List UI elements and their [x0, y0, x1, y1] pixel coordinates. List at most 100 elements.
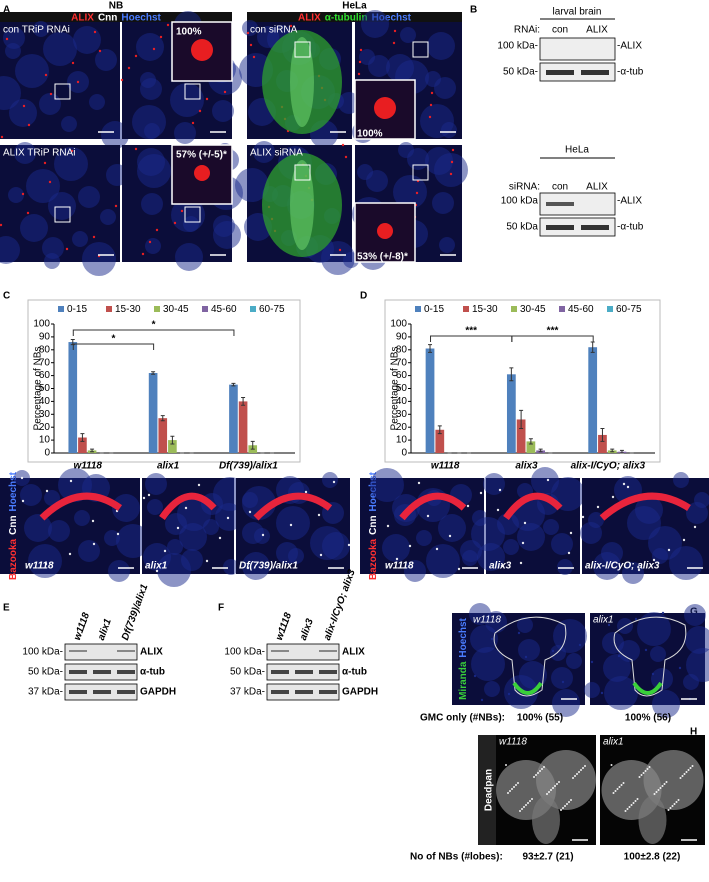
y-tick-label: 0 [401, 448, 407, 459]
blob [653, 793, 656, 795]
blob [72, 231, 88, 247]
blob [469, 603, 491, 625]
blob [479, 491, 483, 495]
bracket [511, 335, 594, 342]
protein: -ALIX [617, 41, 642, 52]
panel-letter: B [470, 5, 477, 16]
blob [683, 674, 699, 690]
band [546, 202, 574, 206]
blob [667, 809, 670, 811]
blob [490, 637, 494, 641]
blob [448, 534, 452, 538]
blob [137, 154, 171, 188]
band [295, 690, 313, 694]
blob [73, 26, 101, 54]
marker: 50 kDa- [503, 67, 538, 78]
blob [76, 80, 80, 84]
blob [622, 782, 625, 784]
blob [317, 513, 321, 517]
y-tick-label: 10 [396, 435, 408, 446]
protein: GAPDH [342, 687, 378, 698]
blob [604, 676, 638, 710]
error-bar [590, 341, 595, 353]
blob [576, 773, 578, 775]
blot [266, 643, 340, 661]
blob [71, 61, 75, 65]
blob [618, 786, 621, 788]
band [319, 670, 337, 674]
band [117, 690, 135, 694]
legend-label: 15-30 [472, 304, 498, 315]
blob [548, 791, 550, 793]
significance: * [152, 320, 156, 331]
blob [637, 568, 641, 572]
blob [655, 791, 658, 793]
blob [484, 681, 500, 697]
blob [91, 519, 95, 523]
blob [462, 550, 478, 566]
blob [665, 781, 668, 783]
blob [100, 209, 116, 225]
blob [518, 639, 540, 661]
y-tick-label: 80 [396, 344, 408, 355]
blob [69, 479, 73, 483]
blob [566, 653, 582, 669]
y-tick-label: 30 [39, 409, 51, 420]
result: 100% (56) [625, 713, 671, 724]
blob [578, 771, 580, 773]
stain-word: Cnn [8, 515, 19, 534]
lane-label: alix3 [298, 617, 316, 642]
marker: 50 kDa- [230, 667, 265, 678]
row-label: ALIX TRiP RNAi [3, 148, 75, 159]
blob [386, 524, 390, 528]
blob [626, 808, 629, 810]
treatment: RNAi: [514, 25, 540, 36]
blob [659, 787, 662, 789]
blob [338, 248, 342, 252]
blob [15, 54, 49, 88]
legend-label: 60-75 [616, 304, 642, 315]
blob [682, 538, 686, 542]
legend-label: 30-45 [520, 304, 546, 315]
band [271, 650, 289, 652]
blob [646, 768, 649, 770]
blob [567, 551, 571, 555]
blob [223, 559, 239, 575]
blob [361, 10, 389, 38]
blob [54, 147, 88, 181]
blob [45, 489, 49, 493]
significance: *** [547, 326, 559, 337]
lane-label: w1118 [274, 611, 294, 642]
bar [588, 347, 598, 453]
legend-swatch [154, 306, 160, 312]
inset [354, 79, 416, 140]
blob [218, 536, 222, 540]
blob [226, 516, 230, 520]
blob [620, 784, 623, 786]
blob [0, 135, 4, 139]
blob [142, 496, 146, 500]
y-tick-label: 0 [44, 448, 50, 459]
blob [417, 481, 421, 485]
band [319, 650, 337, 652]
blob [136, 33, 164, 61]
blob [652, 690, 680, 718]
blob [8, 187, 24, 203]
error-bar [151, 371, 156, 375]
row-label: con siRNA [250, 25, 298, 36]
blob [39, 93, 61, 115]
bar [68, 342, 78, 453]
stain-label: Bazooka Cnn Hoechst [8, 471, 19, 580]
blob [175, 243, 203, 271]
lane-label: alix1 [96, 617, 114, 642]
blob [24, 514, 52, 542]
error-bar [80, 433, 85, 442]
band [117, 670, 135, 674]
legend-swatch [415, 306, 421, 312]
blob [408, 544, 412, 548]
blob [471, 647, 505, 681]
blob [673, 472, 689, 488]
bar [168, 440, 177, 453]
panel-letter: C [3, 291, 10, 302]
y-tick-label: 70 [396, 357, 408, 368]
